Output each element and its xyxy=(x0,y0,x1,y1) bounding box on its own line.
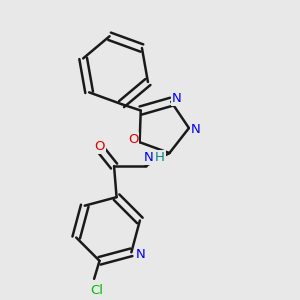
Text: O: O xyxy=(94,140,105,153)
Text: H: H xyxy=(155,151,165,164)
Text: Cl: Cl xyxy=(90,284,103,297)
Text: N: N xyxy=(191,123,200,136)
Text: N: N xyxy=(136,248,145,261)
Text: N: N xyxy=(144,151,153,164)
Text: N: N xyxy=(172,92,182,105)
Text: O: O xyxy=(128,133,138,146)
